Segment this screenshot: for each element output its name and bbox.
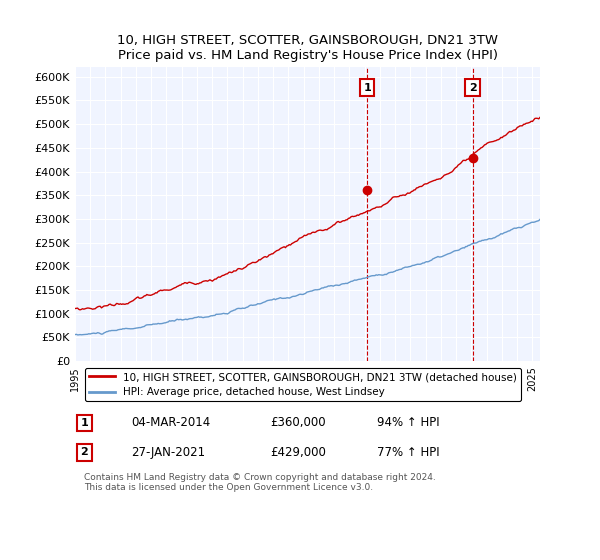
- Text: 77% ↑ HPI: 77% ↑ HPI: [377, 446, 440, 459]
- Text: 2: 2: [80, 447, 88, 458]
- Legend: 10, HIGH STREET, SCOTTER, GAINSBOROUGH, DN21 3TW (detached house), HPI: Average : 10, HIGH STREET, SCOTTER, GAINSBOROUGH, …: [85, 368, 521, 402]
- Text: 94% ↑ HPI: 94% ↑ HPI: [377, 417, 440, 430]
- Text: 1: 1: [364, 83, 371, 93]
- Text: 27-JAN-2021: 27-JAN-2021: [131, 446, 205, 459]
- Text: 2: 2: [469, 83, 476, 93]
- Text: Contains HM Land Registry data © Crown copyright and database right 2024.
This d: Contains HM Land Registry data © Crown c…: [84, 473, 436, 492]
- Title: 10, HIGH STREET, SCOTTER, GAINSBOROUGH, DN21 3TW
Price paid vs. HM Land Registry: 10, HIGH STREET, SCOTTER, GAINSBOROUGH, …: [117, 34, 498, 62]
- Text: £429,000: £429,000: [270, 446, 326, 459]
- Text: 1: 1: [80, 418, 88, 428]
- Text: £360,000: £360,000: [270, 417, 326, 430]
- Text: 04-MAR-2014: 04-MAR-2014: [131, 417, 210, 430]
